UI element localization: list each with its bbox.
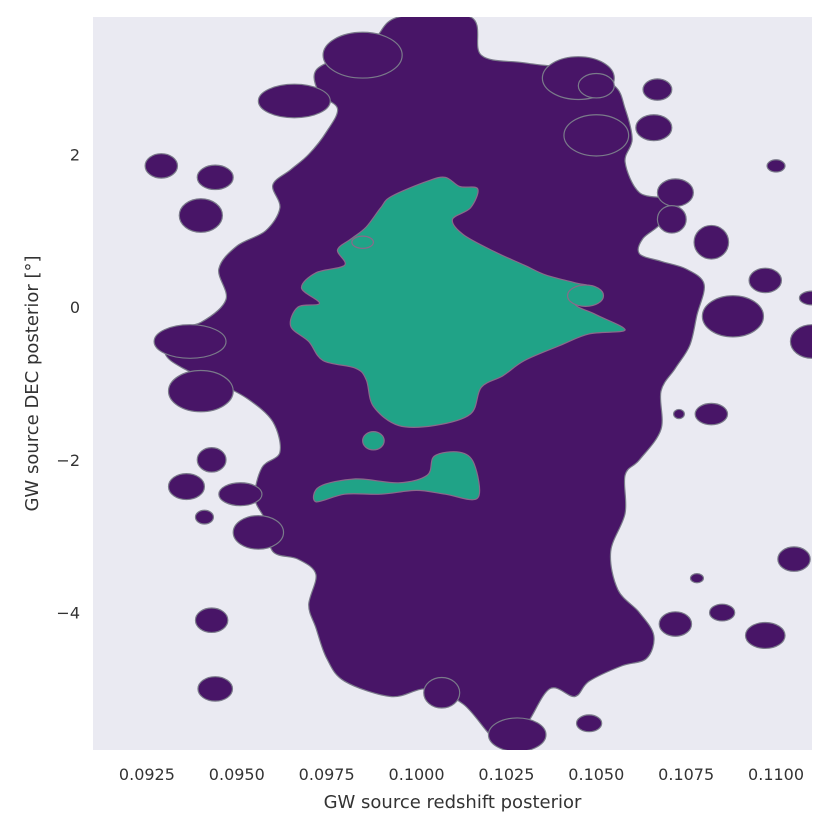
x-axis-label: GW source redshift posterior xyxy=(324,792,582,813)
x-tick-label: 0.0925 xyxy=(119,765,175,784)
outer-contour-island xyxy=(789,324,812,359)
outer-contour-island xyxy=(232,514,285,550)
outer-contour-island xyxy=(218,482,263,507)
outer-contour-island xyxy=(777,546,811,572)
inner-contour-main xyxy=(289,176,626,429)
x-tick-label: 0.0975 xyxy=(299,765,355,784)
outer-contour-island xyxy=(798,290,812,306)
outer-contour-island xyxy=(642,78,673,101)
contour-layer xyxy=(144,17,812,750)
y-tick-label: 2 xyxy=(70,145,80,164)
outer-contour-island xyxy=(658,611,693,637)
outer-contour-island xyxy=(577,72,615,99)
inner-contour-secondary xyxy=(312,451,481,503)
x-tick-label: 0.1000 xyxy=(389,765,445,784)
inner-contour-island xyxy=(351,235,375,249)
x-tick-label: 0.1025 xyxy=(478,765,534,784)
x-tick-label: 0.0950 xyxy=(209,765,265,784)
outer-contour-island xyxy=(689,573,705,584)
outer-contour-island xyxy=(257,83,331,119)
outer-contour-island xyxy=(423,676,461,709)
outer-contour-island xyxy=(194,607,229,634)
outer-contour-island xyxy=(563,114,630,157)
inner-contour-island xyxy=(362,431,385,451)
y-tick-label: −2 xyxy=(56,451,80,470)
outer-contour-island xyxy=(766,159,786,173)
outer-contour-island xyxy=(708,603,736,622)
outer-contour-island xyxy=(196,447,227,473)
x-tick-label: 0.1050 xyxy=(568,765,624,784)
outer-contour-island xyxy=(656,204,687,234)
y-axis-ticks: 2 0 −2 −4 xyxy=(56,145,80,622)
y-axis-label: GW source DEC posterior [°] xyxy=(22,255,43,511)
outer-contour-island xyxy=(144,153,179,179)
outer-contour-island xyxy=(194,509,215,525)
outer-contour-island xyxy=(167,472,206,501)
outer-contour-island xyxy=(153,324,227,359)
x-axis-ticks: 0.0925 0.0950 0.0975 0.1000 0.1025 0.1050 0.10… xyxy=(119,765,804,784)
outer-contour-island xyxy=(197,676,234,702)
outer-contour-island xyxy=(693,224,730,260)
x-tick-label: 0.1075 xyxy=(658,765,714,784)
outer-contour-island xyxy=(694,402,729,426)
x-tick-label: 0.1100 xyxy=(748,765,804,784)
outer-contour-island xyxy=(575,714,603,733)
y-tick-label: −4 xyxy=(56,604,80,623)
outer-contour-island xyxy=(487,717,547,750)
outer-contour-island xyxy=(672,408,685,420)
outer-contour-island xyxy=(322,31,403,79)
inner-contour-island xyxy=(566,284,605,307)
outer-contour-island xyxy=(178,198,224,233)
outer-contour-island xyxy=(635,114,673,142)
outer-contour-island xyxy=(744,621,786,650)
y-tick-label: 0 xyxy=(70,298,80,317)
outer-contour-island xyxy=(748,267,783,294)
outer-contour-island xyxy=(167,369,234,413)
outer-contour-island xyxy=(656,178,694,207)
outer-contour-island xyxy=(196,164,234,191)
outer-contour-island xyxy=(701,295,765,338)
